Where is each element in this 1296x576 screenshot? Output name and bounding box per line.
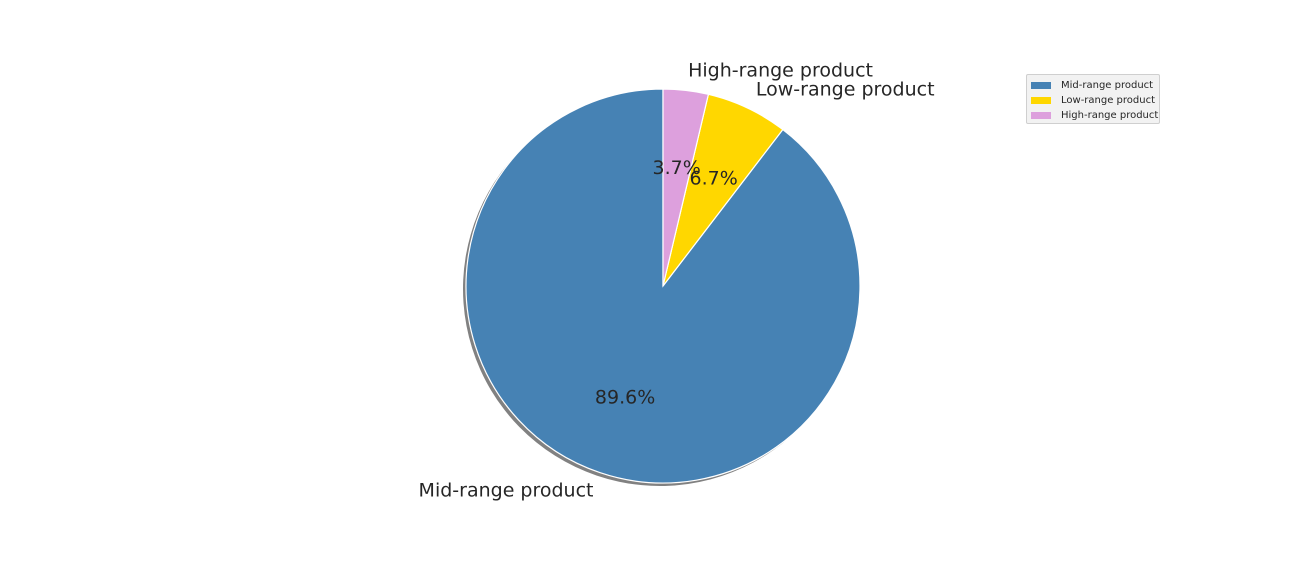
- legend-item-mid-range: Mid-range product: [1031, 78, 1155, 93]
- pct-label-high-range: 3.7%: [653, 157, 701, 179]
- legend-swatch-high-range: [1031, 112, 1051, 119]
- legend-label-low-range: Low-range product: [1061, 95, 1156, 106]
- pie-slice-high-range: [662, 88, 710, 287]
- slice-label-high-range: High-range product: [688, 59, 873, 81]
- pie-slices: [465, 88, 861, 484]
- slice-label-low-range: Low-range product: [756, 79, 935, 101]
- pct-label-mid-range: 89.6%: [595, 386, 655, 408]
- pie-labels: Mid-range product 89.6% Low-range product 6…: [419, 59, 935, 501]
- legend-label-mid-range: Mid-range product: [1061, 80, 1154, 91]
- legend-item-high-range: High-range product: [1031, 108, 1159, 123]
- legend-item-low-range: Low-range product: [1031, 93, 1155, 108]
- legend-label-high-range: High-range product: [1061, 110, 1159, 121]
- legend-swatch-low-range: [1031, 97, 1051, 104]
- legend: Mid-range product Low-range product High…: [1026, 74, 1160, 124]
- legend-swatch-mid-range: [1031, 82, 1051, 89]
- pct-label-low-range: 6.7%: [690, 168, 738, 190]
- slice-label-mid-range: Mid-range product: [419, 480, 594, 502]
